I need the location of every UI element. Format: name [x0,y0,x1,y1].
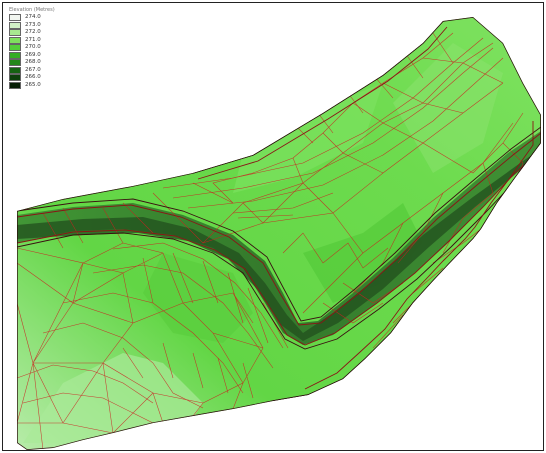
legend-item: 270.0 [9,44,81,52]
legend-label: 268.0 [25,59,41,66]
legend-title: Elevation (Metres) [9,7,55,13]
legend-item: 268.0 [9,59,81,67]
legend-item: 273.0 [9,21,81,30]
legend-item: 272.0 [9,29,81,37]
legend-swatch [9,44,21,52]
legend-label: 272.0 [25,29,41,36]
legend-swatch [9,36,21,44]
legend-label: 274.0 [25,14,41,21]
legend-item: 271.0 [9,36,81,45]
mesh-triangles [17,32,524,450]
legend-item: 269.0 [9,51,81,60]
legend-swatch [9,21,21,29]
legend-swatch [9,14,21,22]
tin-mesh-view [17,17,541,450]
legend-swatch [9,81,21,89]
legend-label: 265.0 [25,81,41,88]
legend-item: 274.0 [9,14,81,22]
legend-item: 266.0 [9,74,81,82]
legend-swatch [9,66,21,74]
legend-label: 266.0 [25,74,41,81]
legend-swatch [9,74,21,82]
legend-label: 269.0 [25,51,41,58]
legend-label: 271.0 [25,36,41,43]
legend-swatch [9,59,21,67]
legend-label: 267.0 [25,66,41,73]
legend-swatch [9,29,21,37]
elevation-legend: Elevation (Metres) 274.0 273.0 272.0 271.0 2… [9,7,81,89]
legend-item: 267.0 [9,66,81,75]
legend-swatch [9,51,21,59]
legend-label: 273.0 [25,21,41,28]
river-channel [17,131,541,345]
legend-item: 265.0 [9,81,81,90]
legend-label: 270.0 [25,44,41,51]
